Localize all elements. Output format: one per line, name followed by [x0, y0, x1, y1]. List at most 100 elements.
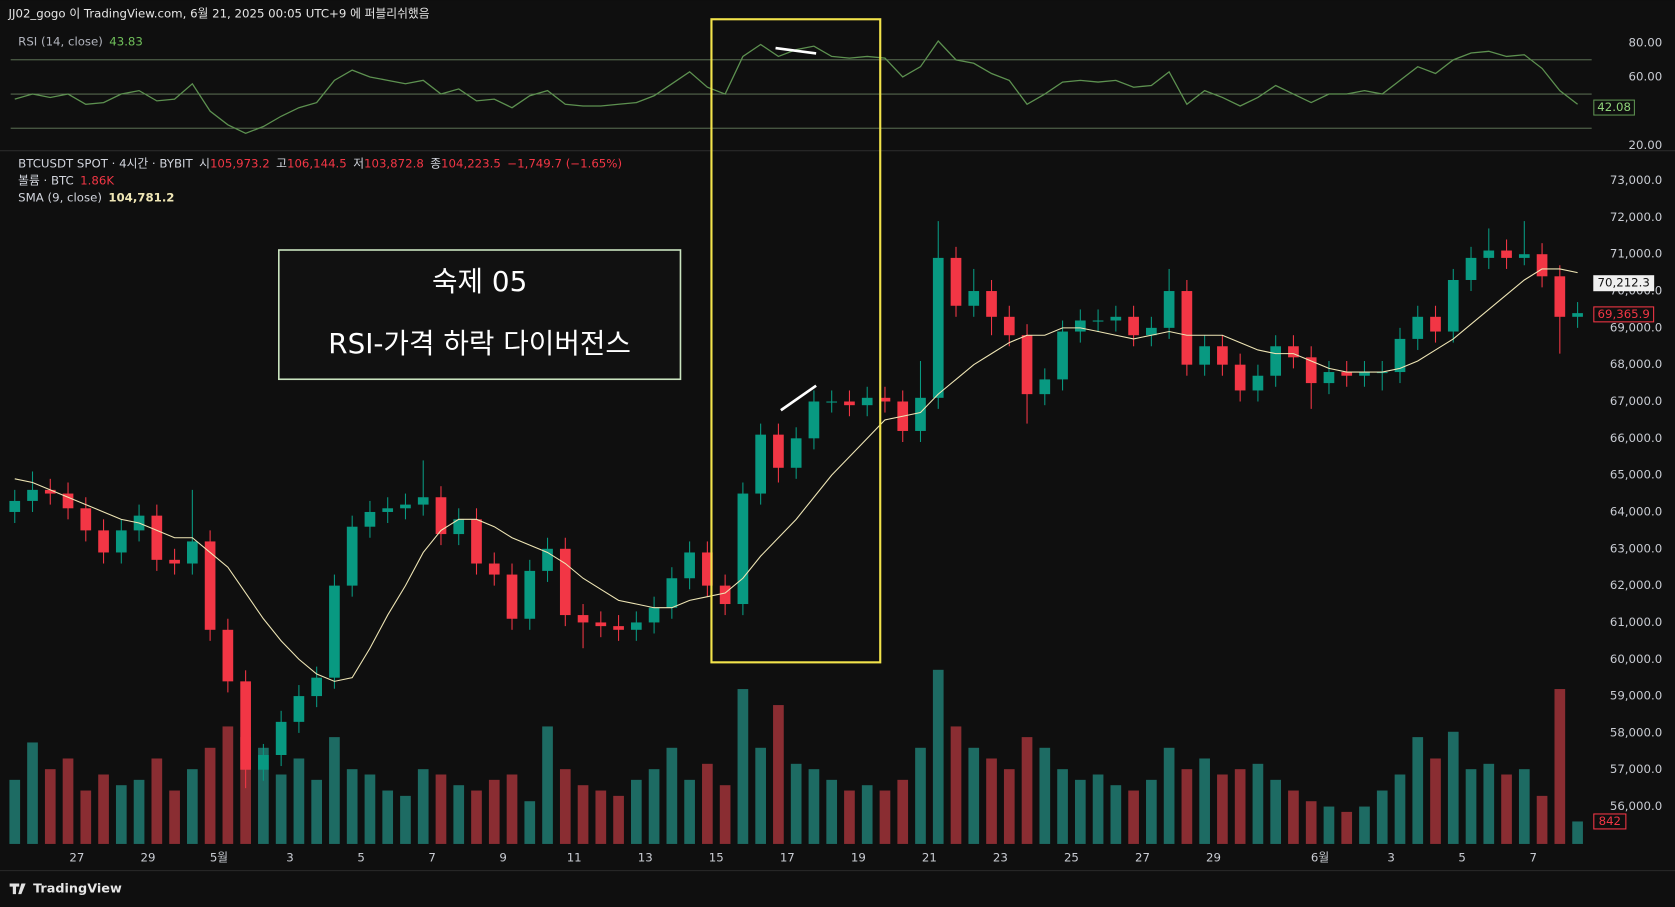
candle-body: [844, 401, 855, 406]
candle-body: [1163, 291, 1175, 328]
candle-body: [44, 489, 56, 494]
volume-bar: [897, 779, 909, 844]
volume-bar: [1146, 779, 1157, 844]
candle-body: [329, 585, 340, 678]
rsi-mark-label: 42.08: [1597, 100, 1631, 114]
candle-body: [346, 526, 358, 586]
volume-bar: [346, 769, 358, 844]
volume-bar: [1465, 769, 1477, 844]
price-trend-line: [780, 384, 817, 412]
rsi-name: RSI (14, close): [18, 34, 103, 48]
ohlc-value: 104,223.5: [441, 156, 501, 170]
volume-bar: [98, 774, 109, 844]
y-tick-label: 68,000.0: [1610, 357, 1662, 371]
x-tick-label: 5: [1458, 850, 1465, 864]
x-tick-label: 19: [851, 850, 866, 864]
volume-bar: [1305, 801, 1317, 844]
candle-body: [1146, 327, 1157, 336]
ohlc-key: 종: [430, 156, 441, 170]
candle-body: [666, 578, 678, 608]
candle-body: [595, 622, 607, 627]
volume-bar: [719, 785, 731, 844]
candle-body: [1128, 316, 1139, 336]
candle-body: [915, 397, 926, 431]
sma-legend: SMA (9, close) 104,781.2: [18, 190, 174, 204]
x-tick-label: 5: [357, 850, 364, 864]
volume-bar: [524, 801, 536, 844]
volume-bar: [879, 790, 891, 844]
volume-bar: [27, 742, 38, 844]
candle-body: [542, 548, 553, 571]
volume-bar: [595, 790, 607, 844]
volume-bar: [1323, 806, 1335, 844]
volume-bar: [773, 705, 784, 844]
axes-layer: 80.00 60.00 20.00 42.08 73,000.0 72,000.0 71,0…: [69, 35, 1662, 864]
candle-body: [1323, 372, 1335, 384]
candle-body: [1483, 250, 1495, 258]
volume-bar: [417, 769, 429, 844]
x-tick-label: 23: [993, 850, 1008, 864]
candle-body: [471, 519, 482, 564]
y-tick-label: 59,000.0: [1610, 689, 1662, 703]
x-tick-label: 7: [428, 850, 435, 864]
volume-layer: [9, 669, 1583, 844]
volume-bar: [915, 747, 926, 844]
candle-body: [861, 397, 873, 406]
candle-body: [187, 541, 198, 564]
x-tick-label: 5월: [210, 850, 228, 864]
y-tick-label: 56,000.0: [1610, 799, 1662, 813]
candle-body: [1536, 254, 1548, 277]
volume-mark-box: [1593, 813, 1627, 830]
volume-bar: [968, 747, 980, 844]
volume-bar: [826, 779, 838, 844]
volume-bar: [613, 795, 624, 844]
candle-body: [506, 574, 518, 619]
price-mark-label: 70,212.3: [1598, 276, 1650, 290]
volume-bar: [1074, 779, 1086, 844]
rsi-mark-box: [1593, 99, 1635, 116]
volume-bar: [44, 769, 56, 844]
candle-body: [719, 585, 731, 605]
candle-body: [968, 291, 980, 306]
candle-body: [62, 493, 74, 509]
volume-bar: [275, 774, 287, 844]
y-tick-label: 65,000.0: [1610, 468, 1662, 482]
volume-bar: [1359, 806, 1370, 844]
volume-bar: [844, 790, 855, 844]
candle-body: [1288, 346, 1299, 358]
candle-body: [169, 559, 180, 564]
x-tick-label: 17: [780, 850, 795, 864]
candle-body: [613, 626, 624, 630]
volume-bar: [630, 779, 642, 844]
candle-body: [1412, 316, 1424, 339]
volume-bar: [364, 774, 376, 844]
ohlc-key: 시: [199, 156, 210, 170]
annotation-title: 숙제 05: [432, 265, 527, 298]
candle-body: [932, 257, 944, 398]
logo-icon: [9, 883, 26, 895]
volume-bar: [1394, 774, 1406, 844]
volume-bar: [1092, 774, 1104, 844]
y-tick-label: 60,000.0: [1610, 652, 1662, 666]
rsi-layer: [10, 40, 1592, 135]
volume-bar: [435, 774, 447, 844]
rsi-tick-label: 20.00: [1629, 138, 1663, 152]
rsi-trend-line: [775, 46, 817, 55]
volume-bar: [1341, 811, 1353, 844]
volume-bar: [1039, 747, 1051, 844]
candle-body: [826, 401, 838, 403]
volume-bar: [577, 785, 589, 844]
volume-bar: [9, 779, 21, 844]
ohlc-value: 103,872.8: [364, 156, 424, 170]
candle-body: [98, 530, 109, 553]
x-tick-label: 9: [499, 850, 506, 864]
volume-bar: [737, 689, 749, 844]
candle-body: [1554, 276, 1566, 317]
volume-bar: [471, 790, 482, 844]
volume-bar: [1021, 737, 1033, 844]
x-tick-label: 3: [286, 850, 293, 864]
change: −1,749.7 (−1.65%): [507, 156, 622, 170]
